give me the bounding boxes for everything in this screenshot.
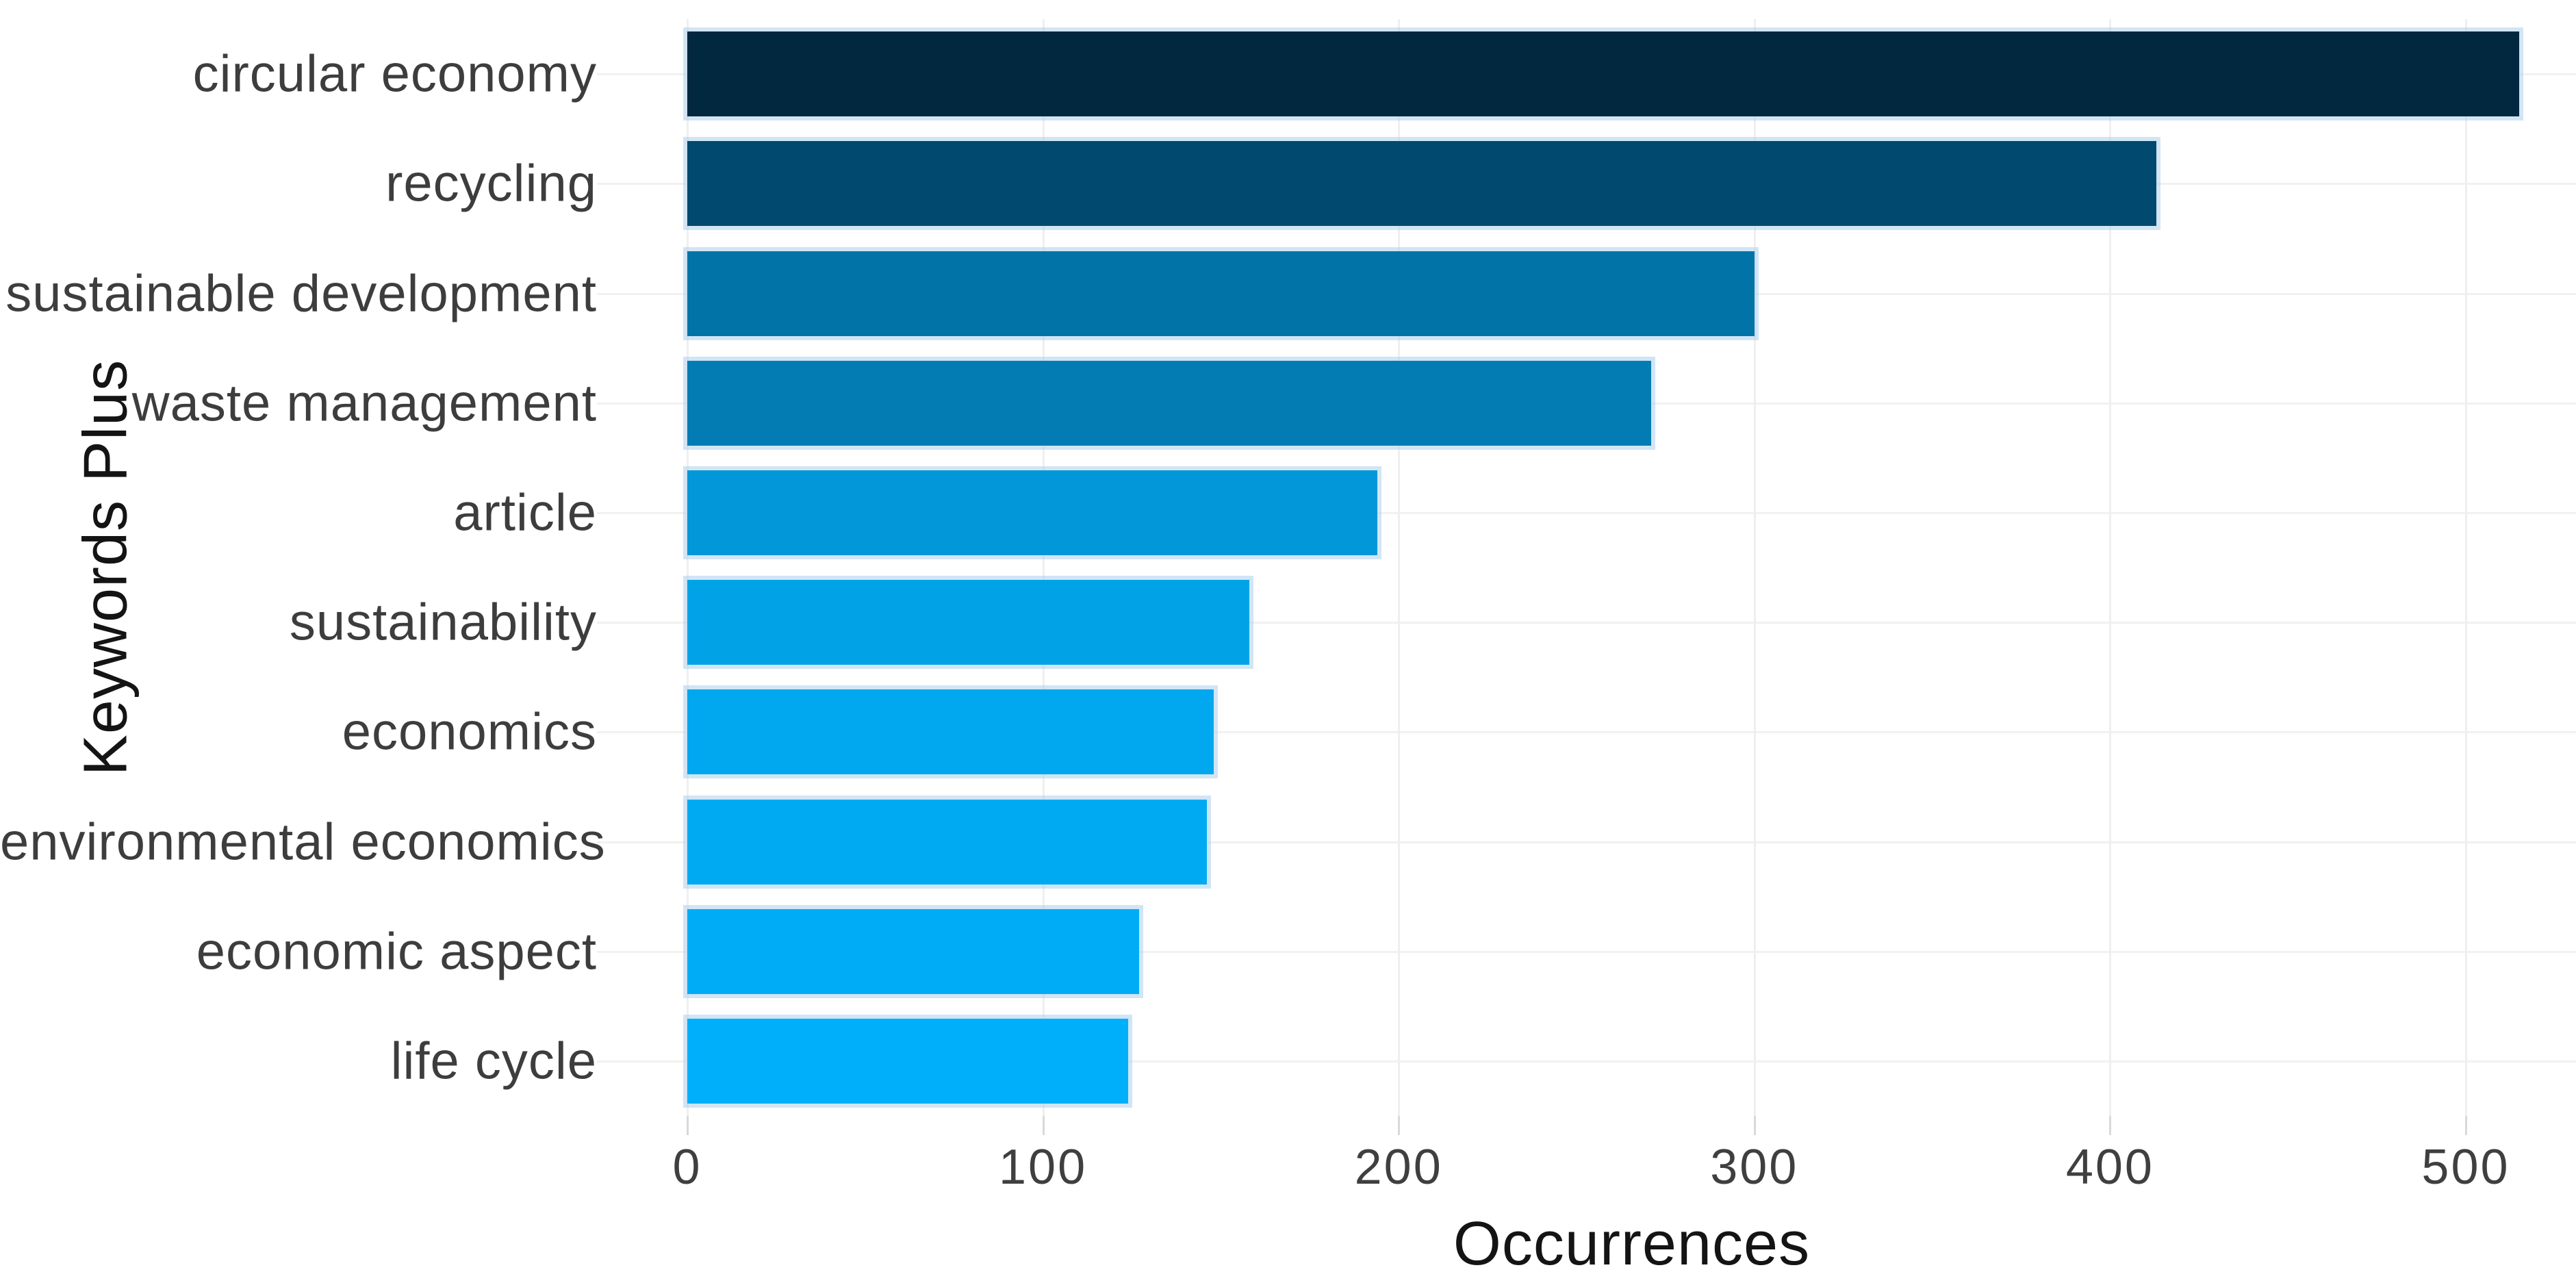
x-tick-label: 300: [1710, 1140, 1799, 1195]
row-gridline: [597, 841, 2576, 843]
bar: [687, 1018, 1129, 1104]
bar: [687, 470, 1378, 555]
bar: [687, 251, 1755, 336]
bar: [687, 799, 1207, 885]
x-tick-mark: [2109, 1116, 2112, 1135]
row-gridline: [597, 622, 2576, 624]
y-axis-label: economics: [342, 702, 597, 761]
row-gridline: [597, 511, 2576, 514]
y-axis-label: sustainability: [289, 593, 597, 652]
y-axis-label: life cycle: [390, 1032, 597, 1091]
x-tick-mark: [1753, 1116, 1756, 1135]
x-tick-label: 400: [2065, 1140, 2154, 1195]
row-gridline: [597, 731, 2576, 734]
y-axis-label: environmental economics: [0, 813, 606, 871]
bar: [687, 580, 1249, 665]
y-axis-label: waste management: [131, 374, 597, 433]
x-axis-title: Occurrences: [1453, 1210, 1811, 1272]
y-axis-label: economic aspect: [196, 922, 597, 981]
x-gridline: [1398, 19, 1401, 1116]
bar: [687, 360, 1652, 446]
y-axis-label: article: [453, 483, 597, 542]
x-gridline: [2109, 19, 2112, 1116]
x-tick-label: 0: [672, 1140, 702, 1195]
x-tick-mark: [2465, 1116, 2467, 1135]
x-tick-label: 500: [2421, 1140, 2510, 1195]
x-tick-label: 200: [1354, 1140, 1443, 1195]
x-gridline: [1042, 19, 1045, 1116]
bar: [687, 141, 2156, 227]
row-gridline: [597, 1060, 2576, 1063]
x-gridline: [1753, 19, 1756, 1116]
bar: [687, 908, 1139, 994]
y-axis-label: sustainable development: [5, 264, 597, 322]
x-tick-label: 100: [999, 1140, 1088, 1195]
bar: [687, 689, 1214, 775]
x-tick-mark: [1042, 1116, 1045, 1135]
y-axis-label: circular economy: [192, 44, 597, 103]
y-axis-label: recycling: [385, 154, 597, 213]
plot-area: [687, 19, 2576, 1116]
bar: [687, 31, 2519, 117]
x-gridline: [2465, 19, 2467, 1116]
row-gridline: [597, 950, 2576, 953]
x-gridline: [687, 19, 689, 1116]
x-tick-mark: [1398, 1116, 1401, 1135]
x-tick-mark: [687, 1116, 689, 1135]
